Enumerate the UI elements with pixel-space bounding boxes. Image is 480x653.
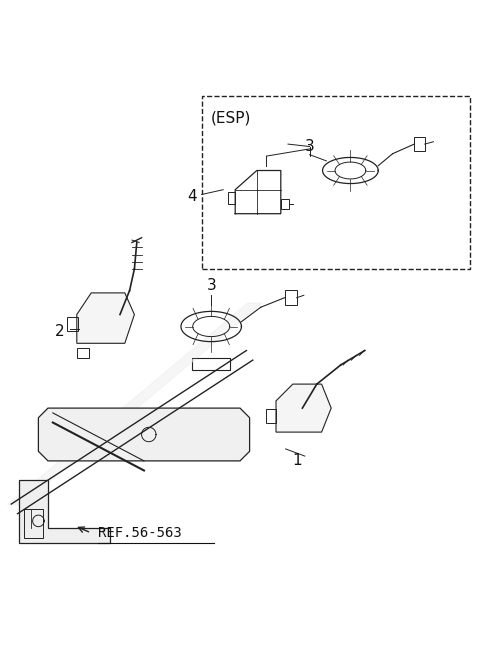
Text: 3: 3 [305, 139, 314, 154]
Text: 2: 2 [55, 324, 65, 339]
Polygon shape [77, 293, 134, 343]
Bar [228, 192, 235, 204]
Bar [285, 289, 297, 305]
Bar [414, 137, 425, 151]
Bar [266, 409, 276, 422]
Bar [24, 509, 43, 537]
Polygon shape [19, 480, 110, 543]
Bar [77, 348, 89, 358]
Bar [281, 199, 289, 209]
Text: (ESP): (ESP) [211, 110, 252, 125]
Polygon shape [276, 384, 331, 432]
Text: 4: 4 [187, 189, 197, 204]
Text: REF.56-563: REF.56-563 [98, 526, 182, 540]
Text: 3: 3 [206, 278, 216, 293]
Polygon shape [38, 408, 250, 461]
Bar [67, 317, 78, 331]
Bar [192, 358, 230, 370]
Text: 1: 1 [293, 453, 302, 468]
Bar [202, 96, 470, 269]
